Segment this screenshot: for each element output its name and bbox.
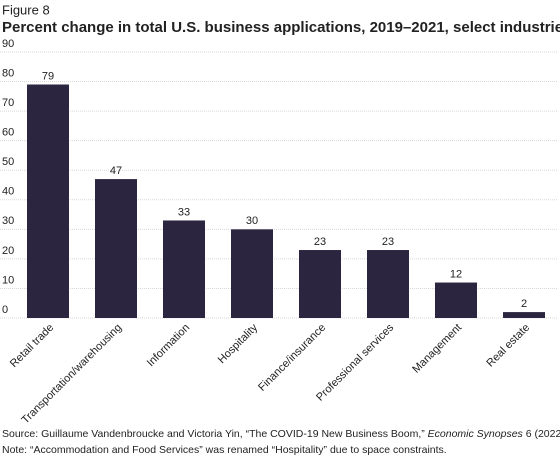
x-tick-label: Finance/insurance [256, 322, 328, 394]
y-tick-label: 70 [2, 97, 14, 109]
bar [231, 229, 273, 318]
bar [27, 84, 69, 318]
x-tick-label: Retail trade [8, 322, 56, 370]
x-tick-label: Professional services [314, 321, 396, 403]
data-label: 79 [42, 70, 54, 82]
bar [163, 220, 205, 318]
data-label: 30 [246, 215, 258, 227]
data-label: 23 [314, 236, 326, 248]
data-label: 23 [382, 236, 394, 248]
data-label: 33 [178, 206, 190, 218]
x-tick-label: Hospitality [216, 321, 261, 366]
data-label: 47 [110, 165, 122, 177]
data-label: 2 [521, 298, 527, 310]
chart-title: Percent change in total U.S. business ap… [2, 19, 560, 36]
bar [367, 250, 409, 318]
bar [95, 179, 137, 318]
data-label: 12 [450, 268, 462, 280]
y-tick-label: 20 [2, 245, 14, 257]
y-tick-label: 40 [2, 186, 14, 198]
x-tick-label: Real estate [484, 322, 532, 370]
figure-label: Figure 8 [2, 2, 50, 17]
y-tick-label: 50 [2, 156, 14, 168]
source-italic: Economic Synopses [428, 428, 524, 440]
bar [435, 282, 477, 318]
y-tick-label: 80 [2, 67, 14, 79]
bar [503, 312, 545, 318]
x-tick-label: Information [145, 322, 192, 369]
y-tick-label: 0 [2, 304, 8, 316]
y-tick-label: 10 [2, 274, 14, 286]
note: Note: “Accommodation and Food Services” … [2, 444, 447, 456]
y-tick-label: 90 [2, 38, 14, 50]
y-tick-label: 60 [2, 127, 14, 139]
y-tick-label: 30 [2, 215, 14, 227]
x-tick-label: Management [410, 322, 464, 376]
bar [299, 250, 341, 318]
source: Source: Guillaume Vandenbroucke and Vict… [2, 428, 560, 440]
source-text: Source: Guillaume Vandenbroucke and Vict… [2, 428, 428, 440]
source-text: 6 (2022): 2. [523, 428, 560, 440]
